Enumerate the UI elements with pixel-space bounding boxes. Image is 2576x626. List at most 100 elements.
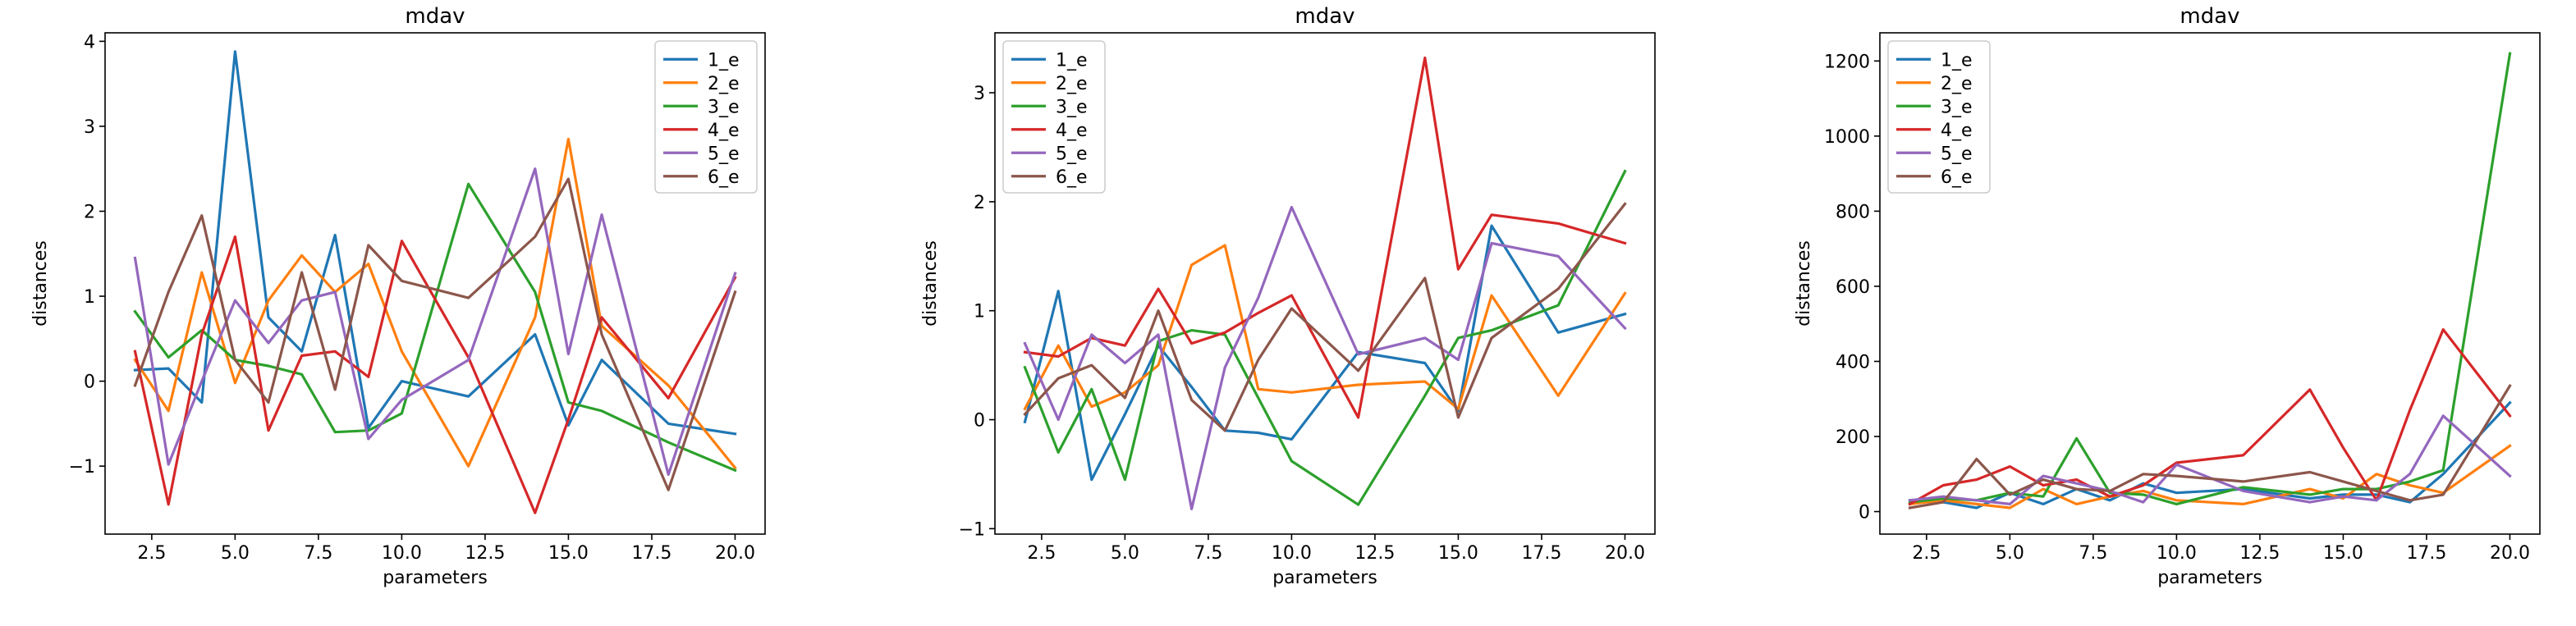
series-line-2_e bbox=[1023, 244, 1627, 411]
x-tick-label: 12.5 bbox=[465, 543, 505, 564]
y-tick-label: 1000 bbox=[1824, 127, 1870, 148]
y-tick-label: 200 bbox=[1836, 427, 1870, 448]
x-tick-label: 2.5 bbox=[137, 543, 166, 564]
x-tick-label: 10.0 bbox=[382, 543, 422, 564]
series-line-6_e bbox=[1023, 202, 1627, 432]
y-tick-label: 0 bbox=[1859, 503, 1870, 523]
chart-title: mdav bbox=[2180, 4, 2239, 29]
axes-frame bbox=[104, 32, 766, 535]
x-tick-label: 12.5 bbox=[2239, 543, 2280, 564]
series-line-4_e bbox=[1023, 56, 1627, 419]
legend-label-5_e: 5_e bbox=[1941, 144, 1973, 164]
x-tick-label: 7.5 bbox=[1194, 543, 1222, 564]
legend-label-6_e: 6_e bbox=[1941, 167, 1973, 188]
legend-box bbox=[1887, 40, 1991, 194]
legend-label-2_e: 2_e bbox=[1941, 74, 1973, 94]
legend: 1_e 2_e 3_e 4_e 5_e 6_e bbox=[1002, 40, 1106, 194]
series-line-1_e bbox=[133, 50, 737, 436]
series-line-6_e bbox=[133, 177, 737, 491]
x-tick-label: 17.5 bbox=[1521, 543, 1561, 564]
series-lines bbox=[1908, 52, 2512, 509]
legend-label-1_e: 1_e bbox=[1941, 50, 1973, 71]
legend-label-3_e: 3_e bbox=[1941, 97, 1973, 117]
x-tick-label: 20.0 bbox=[2490, 543, 2530, 564]
x-tick-label: 5.0 bbox=[221, 543, 250, 564]
axes-frame bbox=[994, 32, 1656, 535]
x-tick-label: 5.0 bbox=[1996, 543, 2024, 564]
y-tick-label: 1200 bbox=[1824, 52, 1870, 72]
series-line-5_e bbox=[1908, 414, 2512, 506]
x-tick-label: 20.0 bbox=[715, 543, 755, 564]
y-tick-label: 3 bbox=[974, 84, 985, 104]
x-tick-label: 15.0 bbox=[1438, 543, 1478, 564]
series-lines bbox=[133, 50, 737, 514]
series-line-4_e bbox=[133, 235, 737, 514]
x-tick-label: 7.5 bbox=[2079, 543, 2107, 564]
x-tick-label: 10.0 bbox=[2157, 543, 2197, 564]
series-line-2_e bbox=[1908, 444, 2512, 509]
y-tick-label: 1 bbox=[974, 302, 985, 322]
chart-panel-2: 2.5 5.0 7.5 10.0 12.5 15.0 17.5 20.0 −1 0 1 2 3 mdav p… bbox=[920, 4, 1656, 588]
y-tick-label: 1 bbox=[84, 287, 95, 308]
x-tick-label: 15.0 bbox=[2323, 543, 2363, 564]
legend: 1_e 2_e 3_e 4_e 5_e 6_e bbox=[1887, 40, 1991, 194]
y-axis-label: distances bbox=[30, 240, 51, 327]
y-tick-label: 0 bbox=[974, 411, 985, 432]
y-tick-label: −1 bbox=[959, 519, 985, 540]
series-line-6_e bbox=[1908, 383, 2512, 509]
legend-box bbox=[654, 40, 758, 194]
legend-label-6_e: 6_e bbox=[708, 167, 740, 188]
y-axis-label: distances bbox=[920, 240, 941, 327]
legend-label-4_e: 4_e bbox=[708, 121, 740, 141]
x-tick-label: 12.5 bbox=[1354, 543, 1395, 564]
legend-box bbox=[1002, 40, 1106, 194]
y-tick-label: 4 bbox=[84, 32, 95, 53]
series-line-3_e bbox=[1023, 169, 1627, 506]
legend-label-1_e: 1_e bbox=[1056, 50, 1088, 71]
chart-title: mdav bbox=[1295, 4, 1354, 29]
y-tick-label: 2 bbox=[84, 202, 95, 222]
x-tick-label: 10.0 bbox=[1272, 543, 1312, 564]
legend: 1_e 2_e 3_e 4_e 5_e 6_e bbox=[654, 40, 758, 194]
chart-panel-1: 2.5 5.0 7.5 10.0 12.5 15.0 17.5 20.0 −1 0 1 2 3 4 mdav… bbox=[30, 4, 766, 588]
legend-label-2_e: 2_e bbox=[1056, 74, 1088, 94]
y-tick-label: −1 bbox=[69, 457, 95, 477]
x-tick-label: 2.5 bbox=[1027, 543, 1056, 564]
series-line-3_e bbox=[1908, 52, 2512, 506]
series-lines bbox=[1023, 56, 1627, 511]
series-line-3_e bbox=[133, 182, 737, 473]
legend-label-6_e: 6_e bbox=[1056, 167, 1088, 188]
chart-title: mdav bbox=[405, 4, 465, 29]
x-tick-label: 17.5 bbox=[631, 543, 672, 564]
legend-label-4_e: 4_e bbox=[1941, 121, 1973, 141]
x-tick-label: 5.0 bbox=[1111, 543, 1139, 564]
legend-label-3_e: 3_e bbox=[1056, 97, 1088, 117]
x-tick-label: 20.0 bbox=[1605, 543, 1645, 564]
series-line-1_e bbox=[1908, 400, 2512, 509]
legend-label-3_e: 3_e bbox=[708, 97, 740, 117]
y-tick-label: 400 bbox=[1836, 352, 1870, 372]
y-tick-label: 3 bbox=[84, 117, 95, 138]
y-tick-label: 0 bbox=[84, 372, 95, 393]
series-line-1_e bbox=[1023, 224, 1627, 482]
x-tick-label: 2.5 bbox=[1912, 543, 1941, 564]
x-axis-label: parameters bbox=[383, 568, 488, 588]
y-tick-label: 600 bbox=[1836, 277, 1870, 298]
x-axis-label: parameters bbox=[1272, 568, 1377, 588]
series-line-5_e bbox=[1023, 205, 1627, 511]
x-tick-label: 17.5 bbox=[2406, 543, 2446, 564]
x-tick-label: 7.5 bbox=[304, 543, 332, 564]
legend-label-1_e: 1_e bbox=[708, 50, 740, 71]
y-axis-label: distances bbox=[1794, 240, 1814, 327]
legend-label-5_e: 5_e bbox=[708, 144, 740, 164]
legend-label-5_e: 5_e bbox=[1056, 144, 1088, 164]
y-tick-label: 800 bbox=[1836, 202, 1870, 222]
x-axis-label: parameters bbox=[2157, 568, 2262, 588]
chart-panel-3: 2.5 5.0 7.5 10.0 12.5 15.0 17.5 20.0 0 200 400 600 8… bbox=[1794, 4, 2541, 588]
axes-frame bbox=[1879, 32, 2541, 535]
x-tick-label: 15.0 bbox=[548, 543, 589, 564]
series-line-5_e bbox=[133, 167, 737, 477]
y-tick-label: 2 bbox=[974, 193, 985, 213]
legend-label-4_e: 4_e bbox=[1056, 121, 1088, 141]
